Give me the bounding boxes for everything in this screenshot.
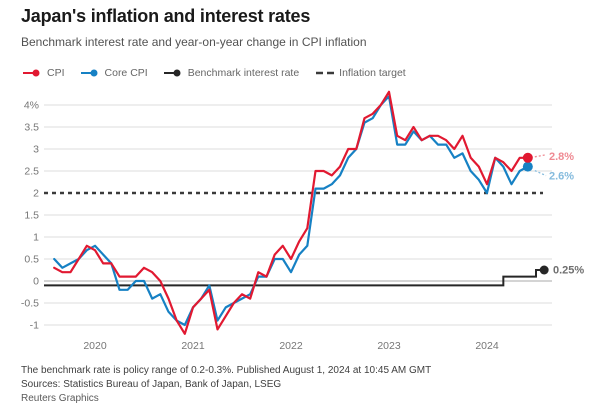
y-axis-tick-label: 3 bbox=[33, 144, 39, 156]
cpi-line-dot-icon bbox=[22, 68, 42, 78]
core-cpi-line bbox=[53, 95, 529, 327]
cpi-label-leader bbox=[534, 154, 547, 158]
benchmark-rate-line-dot-icon bbox=[163, 68, 183, 78]
y-axis-tick-label: -1 bbox=[30, 320, 39, 332]
y-axis-tick-label: -0.5 bbox=[21, 298, 39, 310]
core-cpi-value-label: 2.6% bbox=[549, 171, 574, 183]
y-axis-tick-label: 2 bbox=[33, 188, 39, 200]
y-axis-tick-label: 0 bbox=[33, 276, 39, 288]
x-axis-tick-label: 2020 bbox=[83, 340, 107, 352]
chart-subtitle: Benchmark interest rate and year-on-year… bbox=[21, 35, 367, 49]
legend-item-cpi: CPI bbox=[22, 67, 65, 79]
chart-legend: CPI Core CPI Benchmark interest rate Inf… bbox=[22, 67, 406, 79]
benchmark-interest-rate-value-label: 0.25% bbox=[553, 265, 584, 277]
x-axis-tick-label: 2024 bbox=[475, 340, 499, 352]
benchmark-rate-end-dot bbox=[539, 265, 549, 275]
y-axis-tick-label: 2.5 bbox=[24, 166, 39, 178]
cpi-value-label: 2.8% bbox=[549, 151, 574, 163]
chart-note: The benchmark rate is policy range of 0.… bbox=[21, 365, 432, 376]
core-cpi-end-dot bbox=[522, 161, 533, 172]
legend-item-inflation-target: Inflation target bbox=[314, 67, 406, 79]
y-axis-tick-label: 0.5 bbox=[24, 254, 39, 266]
chart-sources: Sources: Statistics Bureau of Japan, Ban… bbox=[21, 379, 282, 390]
cpi-end-dot bbox=[522, 152, 533, 163]
legend-label-core-cpi: Core CPI bbox=[104, 67, 148, 79]
x-axis-tick-label: 2021 bbox=[181, 340, 205, 352]
core-cpi-line-dot-icon bbox=[80, 68, 100, 78]
inflation-target-dashes-icon bbox=[314, 68, 335, 78]
cpi-line bbox=[53, 90, 529, 335]
legend-item-benchmark-rate: Benchmark interest rate bbox=[163, 67, 299, 79]
y-axis-tick-label: 3.5 bbox=[24, 122, 39, 134]
x-axis-tick-label: 2022 bbox=[279, 340, 303, 352]
y-axis-tick-label: 4% bbox=[24, 100, 39, 112]
reuters-graphics-credit: Reuters Graphics bbox=[21, 393, 99, 404]
page-title: Japan's inflation and interest rates bbox=[21, 6, 311, 26]
legend-label-benchmark-rate: Benchmark interest rate bbox=[187, 67, 300, 79]
chart-footer: The benchmark rate is policy range of 0.… bbox=[21, 364, 431, 406]
legend-item-core-cpi: Core CPI bbox=[80, 67, 148, 79]
legend-label-cpi: CPI bbox=[47, 67, 65, 79]
inflation-interest-rates-chart: 4% 3.5 3 2.5 2 1.5 1 0.5 0 -0.5 -1 2020 2021 2022 2023… bbox=[21, 90, 584, 352]
y-axis-tick-label: 1 bbox=[33, 232, 39, 244]
y-axis-tick-label: 1.5 bbox=[24, 210, 39, 222]
x-axis-tick-label: 2023 bbox=[377, 340, 401, 352]
benchmark-rate-line bbox=[44, 269, 545, 287]
legend-label-inflation-target: Inflation target bbox=[339, 67, 406, 79]
